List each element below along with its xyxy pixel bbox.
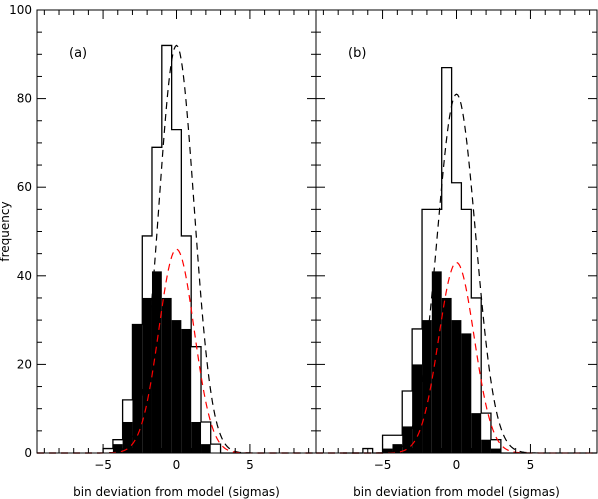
y-tick-label: 80 xyxy=(17,92,32,106)
open-histogram-outline xyxy=(102,44,250,454)
filled-histogram-bar xyxy=(461,333,472,453)
filled-histogram-bar xyxy=(161,297,172,453)
filled-histogram-bar xyxy=(382,448,393,453)
filled-histogram-bar xyxy=(132,324,143,453)
filled-histogram-bar xyxy=(191,421,202,453)
y-tick-label: 20 xyxy=(17,357,32,371)
y-tick-label: 60 xyxy=(17,180,32,194)
x-tick-label: 5 xyxy=(527,458,535,472)
histogram-panel-b: −5 0 5 (b) bin deviation from model (sigmas) xyxy=(315,9,598,499)
panels: −5 0 5 0 20 40 60 80 100 frequency (a) bin deviatio… xyxy=(0,3,598,499)
filled-histogram-bar xyxy=(151,271,162,453)
filled-histogram-bar xyxy=(422,320,432,453)
x-tick-label: −5 xyxy=(374,458,392,472)
filled-histogram-bar xyxy=(490,448,501,453)
panel-label: (a) xyxy=(69,46,87,61)
x-tick-label: 5 xyxy=(246,458,254,472)
filled-histogram-bar xyxy=(451,320,462,453)
histogram-panel-a: −5 0 5 0 20 40 60 80 100 frequency (a) bin deviatio… xyxy=(0,3,317,499)
filled-histogram-bar xyxy=(142,297,152,453)
filled-histogram-bar xyxy=(171,320,182,453)
y-tick-label: 0 xyxy=(24,446,32,460)
x-tick-label: 0 xyxy=(173,458,181,472)
y-tick-label: 40 xyxy=(17,269,32,283)
filled-histogram-bar xyxy=(181,328,192,453)
x-tick-label: 0 xyxy=(453,458,461,472)
filled-histogram-bar xyxy=(412,364,423,453)
filled-histogram-bar xyxy=(481,439,491,453)
y-axis-label: frequency xyxy=(0,201,12,261)
filled-histogram-bar xyxy=(471,413,482,453)
filled-histogram-bar xyxy=(431,271,442,453)
filled-histogram-bar xyxy=(441,297,452,453)
panel-label: (b) xyxy=(348,46,366,61)
filled-histogram-bar xyxy=(122,421,133,453)
black-gaussian-curve xyxy=(37,44,316,454)
x-axis-label: bin deviation from model (sigmas) xyxy=(73,485,280,499)
y-tick-label: 100 xyxy=(9,3,32,17)
x-axis-label: bin deviation from model (sigmas) xyxy=(353,485,560,499)
x-tick-label: −5 xyxy=(94,458,112,472)
